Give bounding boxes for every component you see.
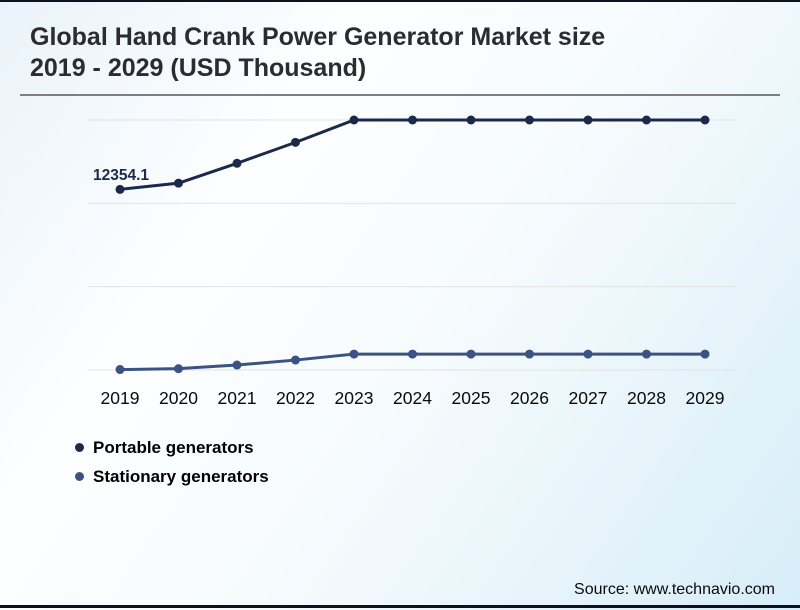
data-point [525,349,534,359]
bottom-border-bar [0,605,800,608]
series-line [119,118,705,191]
x-tick-label: 2024 [393,388,432,408]
x-tick-label: 2026 [510,388,549,408]
data-point [642,115,651,125]
legend-item-portable: Portable generators [75,433,269,462]
data-point [642,349,651,359]
data-point [232,360,242,370]
legend-marker-stationary-icon [75,472,84,481]
page-title-line2: 2019 - 2029 (USD Thousand) [30,54,367,82]
data-point [408,349,417,359]
data-label-first-point: 12354.1 [93,167,149,184]
data-point [349,349,359,359]
x-tick-label: 2027 [569,388,608,408]
page-title: Global Hand Crank Power Generator Market… [30,22,750,84]
data-point [583,349,593,359]
gridlines-group [88,119,737,371]
page-title-line1: Global Hand Crank Power Generator Market… [30,23,606,51]
x-tick-label: 2021 [218,388,257,408]
data-point [466,115,476,125]
data-point [232,158,242,168]
x-tick-label: 2028 [627,388,666,408]
source-attribution: Source: www.technavio.com [574,581,775,598]
x-axis-labels-group: 2019 2020 2021 2022 2023 2024 2025 2026 2027 2028… [101,388,725,408]
data-point [291,355,300,365]
legend: Portable generators Stationary generator… [75,433,269,491]
x-tick-label: 2019 [101,388,140,408]
data-point [408,115,417,125]
data-point [700,115,710,125]
data-point [174,364,183,374]
top-border-bar [0,0,800,2]
legend-label-stationary: Stationary generators [93,466,269,486]
data-point [115,184,125,194]
data-point [349,115,359,125]
x-tick-label: 2022 [276,388,315,408]
data-point [115,365,125,375]
data-point [583,115,593,125]
data-point [525,115,534,125]
title-underline [20,94,780,96]
legend-label-portable: Portable generators [93,437,254,457]
data-point [291,137,300,147]
data-point [700,349,710,359]
x-tick-label: 2020 [159,388,198,408]
x-tick-label: 2023 [335,388,374,408]
x-tick-label: 2029 [686,388,725,408]
data-point [466,349,476,359]
series-group [115,115,710,375]
legend-marker-portable-icon [75,443,84,452]
line-chart: 2019 2020 2021 2022 2023 2024 2025 2026 2027 2028… [88,115,737,408]
x-tick-label: 2025 [452,388,491,408]
data-point [174,178,183,188]
legend-item-stationary: Stationary generators [75,462,269,491]
